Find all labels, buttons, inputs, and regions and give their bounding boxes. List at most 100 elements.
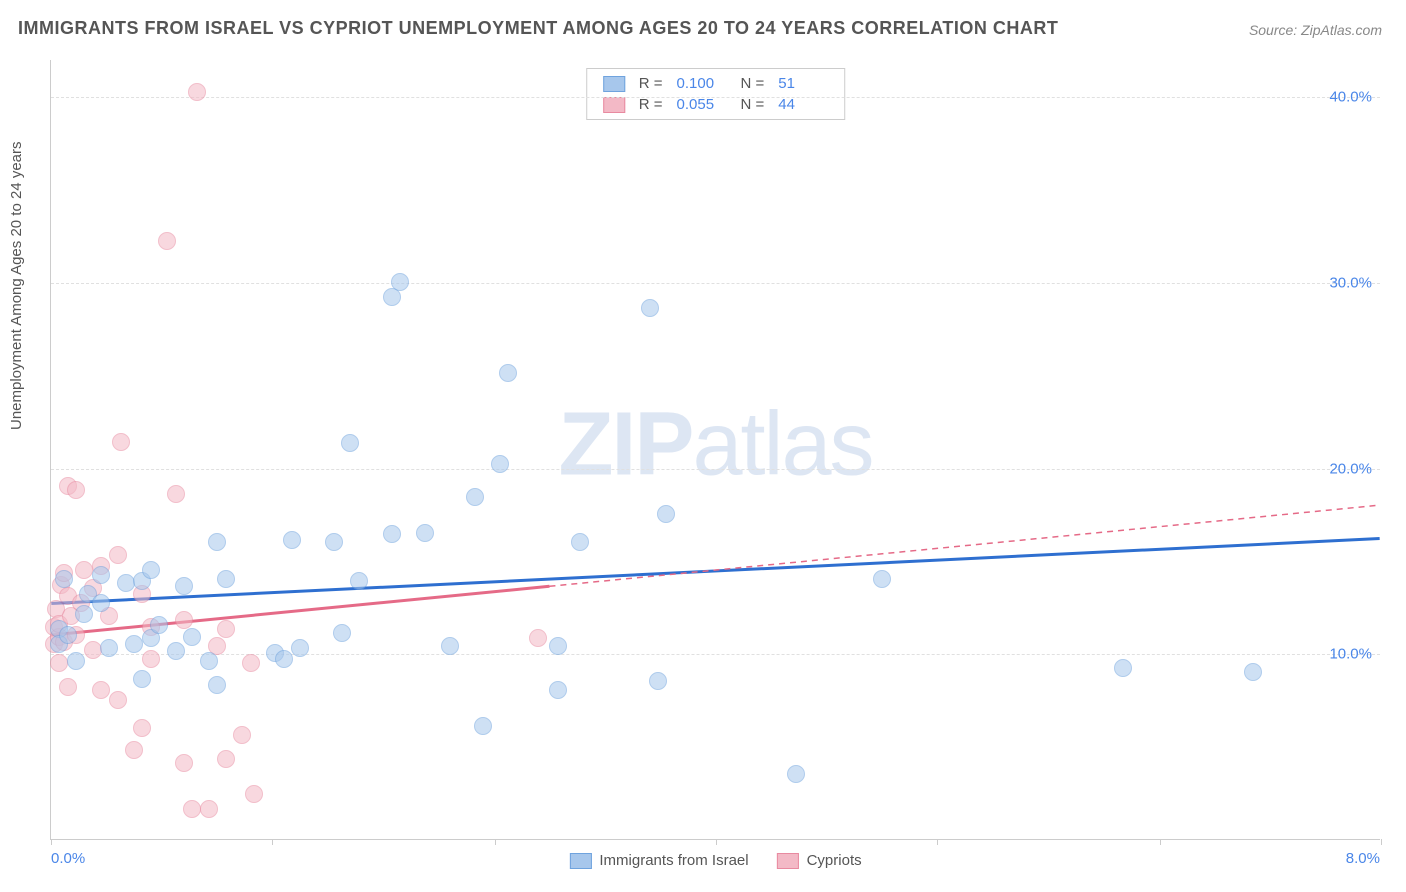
data-point	[217, 620, 235, 638]
data-point	[175, 577, 193, 595]
data-point	[474, 717, 492, 735]
data-point	[200, 652, 218, 670]
data-point	[242, 654, 260, 672]
x-tick-label: 0.0%	[51, 850, 85, 867]
data-point	[466, 488, 484, 506]
grid-line	[51, 283, 1380, 284]
data-point	[391, 273, 409, 291]
data-point	[333, 624, 351, 642]
grid-line	[51, 469, 1380, 470]
data-point	[84, 641, 102, 659]
data-point	[1114, 659, 1132, 677]
data-point	[59, 626, 77, 644]
data-point	[441, 637, 459, 655]
data-point	[183, 800, 201, 818]
x-tick	[272, 839, 273, 845]
data-point	[100, 639, 118, 657]
data-point	[233, 726, 251, 744]
data-point	[133, 719, 151, 737]
data-point	[873, 570, 891, 588]
data-point	[208, 676, 226, 694]
data-point	[158, 232, 176, 250]
data-point	[92, 681, 110, 699]
data-point	[787, 765, 805, 783]
x-tick	[1160, 839, 1161, 845]
chart-title: IMMIGRANTS FROM ISRAEL VS CYPRIOT UNEMPL…	[18, 18, 1058, 39]
x-tick-label: 8.0%	[1346, 850, 1380, 867]
data-point	[383, 525, 401, 543]
data-point	[641, 299, 659, 317]
data-point	[150, 616, 168, 634]
data-point	[142, 561, 160, 579]
y-axis-label: Unemployment Among Ages 20 to 24 years	[8, 141, 25, 430]
data-point	[491, 455, 509, 473]
data-point	[275, 650, 293, 668]
data-point	[50, 654, 68, 672]
data-point	[167, 642, 185, 660]
data-point	[549, 637, 567, 655]
data-point	[92, 566, 110, 584]
data-point	[92, 594, 110, 612]
y-tick-label: 40.0%	[1329, 89, 1372, 106]
data-point	[167, 485, 185, 503]
y-tick-label: 10.0%	[1329, 646, 1372, 663]
data-point	[125, 635, 143, 653]
x-tick	[1381, 839, 1382, 845]
data-point	[200, 800, 218, 818]
x-tick	[51, 839, 52, 845]
x-tick	[495, 839, 496, 845]
source-attribution: Source: ZipAtlas.com	[1249, 22, 1382, 38]
series-legend: Immigrants from Israel Cypriots	[569, 852, 861, 869]
data-point	[1244, 663, 1262, 681]
data-point	[175, 754, 193, 772]
data-point	[341, 434, 359, 452]
data-point	[649, 672, 667, 690]
data-point	[499, 364, 517, 382]
data-point	[416, 524, 434, 542]
legend-swatch	[603, 97, 625, 113]
data-point	[59, 678, 77, 696]
trend-lines	[51, 60, 1380, 839]
data-point	[125, 741, 143, 759]
data-point	[188, 83, 206, 101]
data-point	[142, 650, 160, 668]
data-point	[175, 611, 193, 629]
data-point	[67, 481, 85, 499]
y-tick-label: 30.0%	[1329, 274, 1372, 291]
data-point	[133, 670, 151, 688]
legend-swatch	[569, 853, 591, 869]
legend-row: R = 0.100 N = 51	[603, 73, 829, 94]
legend-swatch	[603, 76, 625, 92]
data-point	[571, 533, 589, 551]
y-tick-label: 20.0%	[1329, 460, 1372, 477]
data-point	[55, 570, 73, 588]
data-point	[283, 531, 301, 549]
data-point	[325, 533, 343, 551]
data-point	[183, 628, 201, 646]
legend-item: Cypriots	[777, 852, 862, 869]
chart-container: IMMIGRANTS FROM ISRAEL VS CYPRIOT UNEMPL…	[0, 0, 1406, 892]
x-tick	[937, 839, 938, 845]
grid-line	[51, 97, 1380, 98]
data-point	[117, 574, 135, 592]
data-point	[291, 639, 309, 657]
data-point	[245, 785, 263, 803]
data-point	[112, 433, 130, 451]
data-point	[109, 691, 127, 709]
correlation-legend: R = 0.100 N = 51 R = 0.055 N = 44	[586, 68, 846, 120]
data-point	[350, 572, 368, 590]
data-point	[75, 605, 93, 623]
legend-item: Immigrants from Israel	[569, 852, 748, 869]
x-tick	[716, 839, 717, 845]
legend-swatch	[777, 853, 799, 869]
data-point	[109, 546, 127, 564]
data-point	[549, 681, 567, 699]
plot-area: ZIPatlas R = 0.100 N = 51 R = 0.055 N = …	[50, 60, 1380, 840]
data-point	[217, 750, 235, 768]
data-point	[657, 505, 675, 523]
data-point	[67, 652, 85, 670]
data-point	[75, 561, 93, 579]
watermark: ZIPatlas	[558, 393, 872, 496]
data-point	[529, 629, 547, 647]
data-point	[208, 533, 226, 551]
